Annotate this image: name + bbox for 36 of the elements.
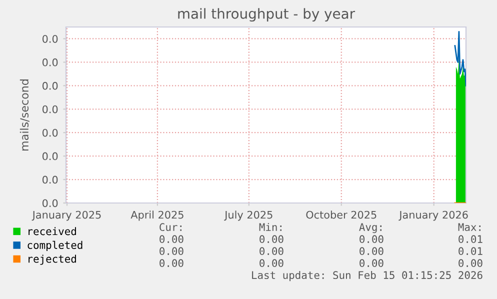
y-tick-label: 0.0	[42, 82, 58, 90]
y-axis-title: mails/second	[20, 80, 30, 150]
text: 0.00	[260, 235, 284, 244]
text: 0.00	[160, 235, 184, 244]
y-tick-label: 0.0	[42, 58, 58, 66]
x-tick-label: January 2026	[398, 210, 468, 221]
y-tick-label: 0.0	[42, 152, 58, 160]
x-tick-label: January 2025	[32, 210, 101, 221]
text: Avg:	[359, 223, 382, 234]
legend-label: rejected	[28, 254, 76, 265]
text: Last update: Sun Feb 15 01:15:25 2026	[252, 270, 482, 282]
x-tick-label: April 2025	[130, 210, 184, 221]
text: 0.00	[360, 259, 384, 268]
text: 0.00	[260, 247, 284, 256]
legend-label: received	[28, 227, 76, 236]
text: Cur:	[160, 223, 182, 232]
y-tick-label: 0.0	[42, 128, 58, 137]
text: 0.01	[458, 235, 482, 244]
text: 0.00	[360, 235, 384, 244]
line-series	[454, 31, 466, 86]
y-tick-label: 0.0	[42, 199, 58, 208]
chart-title: mail throughput - by year	[178, 8, 356, 22]
text: Max:	[458, 223, 480, 232]
x-tick-label: October 2025	[306, 210, 376, 219]
legend-label: completed	[28, 240, 82, 252]
y-tick-label: 0.0	[42, 34, 58, 43]
text: 0.01	[458, 247, 482, 256]
text: 0.00	[458, 259, 482, 268]
y-tick-label: 0.0	[42, 105, 58, 114]
text: 0.00	[260, 259, 284, 268]
text: 0.00	[360, 247, 384, 256]
text: 0.00	[160, 259, 184, 268]
text: 0.00	[160, 247, 184, 256]
y-tick-label: 0.0	[42, 176, 58, 184]
text: Min:	[259, 222, 282, 231]
x-tick-label: July 2025	[224, 210, 272, 221]
